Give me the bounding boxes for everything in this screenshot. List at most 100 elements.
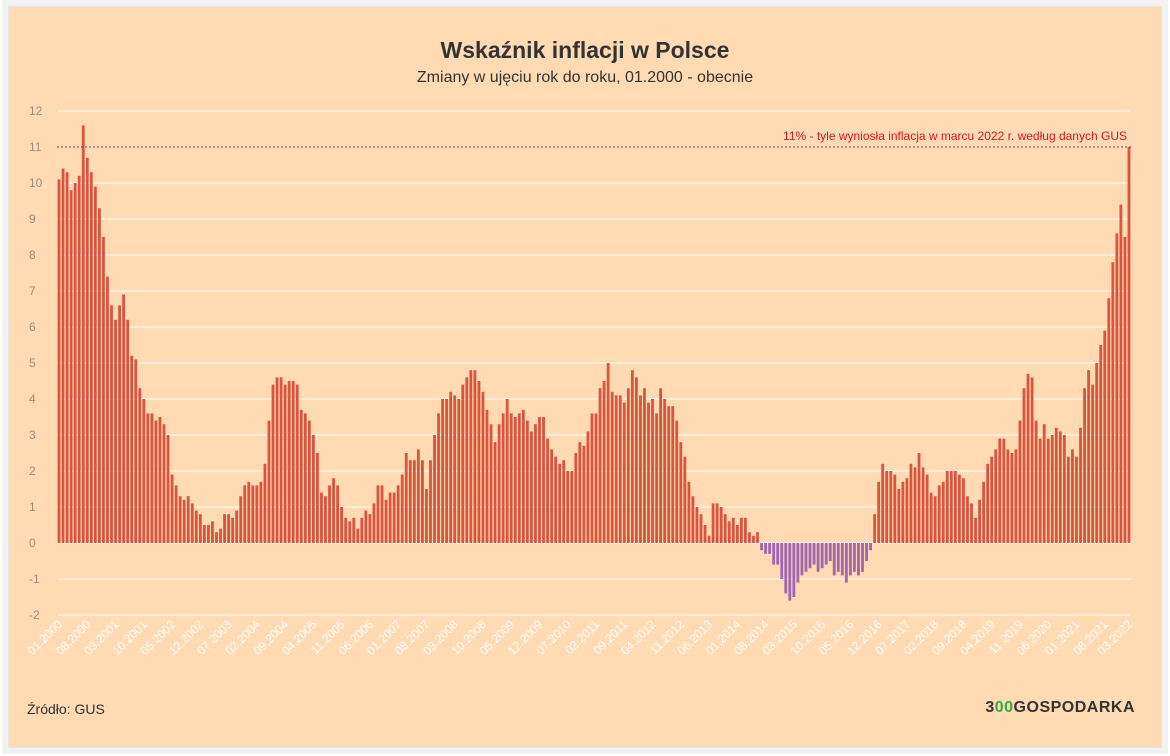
bar [594, 413, 598, 543]
bar [534, 424, 537, 543]
bar [953, 471, 957, 543]
bar [881, 463, 885, 543]
bar [610, 391, 614, 543]
bar [489, 424, 493, 543]
bar [1087, 370, 1091, 543]
bar [85, 157, 89, 544]
bar [796, 543, 800, 583]
y-tick-label: 5 [29, 356, 36, 370]
bar [780, 543, 784, 579]
bar [877, 481, 881, 543]
bar [89, 172, 93, 543]
bar [497, 424, 501, 543]
y-tick-label: 12 [29, 104, 43, 118]
bar [1034, 420, 1038, 543]
bar [320, 492, 323, 543]
bar [816, 543, 820, 572]
bar [388, 492, 392, 543]
bar [469, 370, 473, 543]
bar [1010, 453, 1014, 543]
bar [1103, 330, 1107, 543]
bar [1111, 262, 1115, 543]
bar [743, 517, 747, 543]
bar [477, 381, 481, 543]
bar [102, 237, 105, 543]
bar [756, 532, 759, 543]
bar [279, 377, 283, 543]
bar [251, 485, 255, 543]
bar [126, 319, 130, 543]
bar [420, 460, 424, 543]
bar [630, 370, 634, 543]
bar [933, 496, 937, 543]
bar [598, 388, 602, 543]
reference-annotation: 11% - tyle wyniosła inflacja w marcu 202… [783, 129, 1127, 143]
bar [768, 543, 772, 554]
bar [643, 388, 646, 543]
bar [873, 514, 877, 543]
bar [376, 485, 380, 543]
bar [332, 478, 335, 543]
bar [970, 503, 973, 543]
bar [715, 503, 719, 543]
bar [622, 402, 626, 543]
y-tick-label: 8 [29, 248, 36, 262]
y-tick-label: 10 [29, 176, 43, 190]
bar [703, 525, 707, 543]
bar [1058, 431, 1062, 543]
bar [897, 489, 901, 543]
bar [945, 471, 949, 543]
y-tick-label: 1 [29, 500, 36, 514]
bar [1038, 438, 1042, 543]
bar [1083, 388, 1086, 543]
bar [675, 420, 679, 543]
bar [445, 399, 449, 543]
bar [473, 370, 477, 543]
bar [998, 438, 1002, 543]
bar [957, 474, 961, 543]
bar [307, 420, 311, 543]
bar [1046, 438, 1050, 543]
bar [61, 168, 65, 543]
bar [1123, 237, 1127, 543]
bar [481, 391, 485, 543]
bar [73, 183, 77, 543]
bar [1022, 388, 1026, 543]
bar [840, 543, 844, 576]
bar [69, 190, 73, 543]
bar [1030, 377, 1034, 543]
bar [1075, 456, 1078, 543]
bar [562, 460, 566, 543]
bar [525, 420, 529, 543]
bar [707, 535, 711, 543]
bar [869, 543, 872, 551]
bar [513, 417, 517, 543]
bar [546, 438, 549, 543]
bar [905, 478, 909, 543]
bar [578, 442, 582, 543]
bar [227, 514, 231, 543]
bar [808, 543, 812, 569]
bar [457, 399, 461, 543]
bar [853, 543, 856, 572]
bar [735, 525, 739, 543]
bar [582, 445, 586, 543]
bar [235, 510, 239, 543]
bar [303, 413, 307, 543]
bar [929, 492, 933, 543]
bar [291, 381, 295, 543]
bar [202, 525, 206, 543]
bar [408, 460, 412, 543]
bar [146, 413, 150, 543]
bar [760, 543, 763, 551]
bar [182, 499, 186, 543]
bar [844, 543, 848, 583]
bar [727, 521, 731, 543]
bar [974, 517, 977, 543]
bar [396, 485, 400, 543]
bar [982, 481, 986, 543]
bar [901, 481, 905, 543]
bar [824, 543, 828, 565]
bar [893, 474, 897, 543]
